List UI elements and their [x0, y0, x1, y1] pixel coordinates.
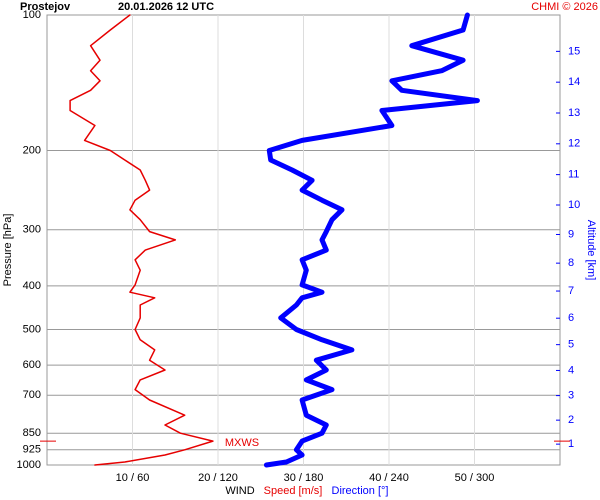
y-tick-label: 850	[23, 427, 41, 439]
x-tick-label: 10 / 60	[116, 472, 150, 484]
x-tick-label: 50 / 300	[455, 472, 495, 484]
y-tick-label: 300	[23, 224, 41, 236]
y2-tick-label: 3	[568, 390, 574, 402]
direction-label: Direction [°]	[332, 485, 389, 497]
y2-tick-label: 5	[568, 339, 574, 351]
y2-tick-label: 9	[568, 228, 574, 240]
y2-axis-label: Altitude [km]	[585, 220, 597, 281]
mxws-label: MXWS	[225, 437, 259, 449]
y2-tick-label: 10	[568, 199, 580, 211]
x-axis-label: WIND	[225, 485, 254, 497]
y2-tick-label: 11	[568, 169, 579, 181]
speed-label: Speed [m/s]	[264, 485, 323, 497]
chart-title: Prostejov	[20, 1, 71, 13]
y-tick-label: 400	[23, 280, 41, 292]
y2-tick-label: 6	[568, 312, 574, 324]
y2-tick-label: 13	[568, 107, 580, 119]
credit: CHMI © 2026	[531, 1, 598, 13]
y-tick-label: 1000	[17, 459, 41, 471]
y2-tick-label: 4	[568, 364, 574, 376]
y2-tick-label: 2	[568, 414, 574, 426]
x-tick-label: 40 / 240	[369, 472, 409, 484]
y-tick-label: 200	[23, 144, 41, 156]
y2-tick-label: 15	[568, 45, 580, 57]
y-tick-label: 600	[23, 359, 41, 371]
y2-tick-label: 8	[568, 257, 574, 269]
y-tick-label: 100	[23, 9, 41, 21]
profile-line	[263, 12, 480, 468]
y2-tick-label: 7	[568, 285, 574, 297]
y-tick-label: 925	[23, 444, 41, 456]
y-axis-label: Pressure [hPa]	[2, 214, 14, 287]
x-tick-label: 20 / 120	[198, 472, 238, 484]
y-tick-label: 500	[23, 323, 41, 335]
y2-tick-label: 14	[568, 76, 580, 88]
chart-subtitle: 20.01.2026 12 UTC	[118, 1, 214, 13]
profile-line	[69, 14, 214, 466]
y2-tick-label: 12	[568, 138, 580, 150]
x-tick-label: 30 / 180	[284, 472, 324, 484]
y2-tick-label: 1	[568, 438, 574, 450]
y-tick-label: 700	[23, 389, 41, 401]
